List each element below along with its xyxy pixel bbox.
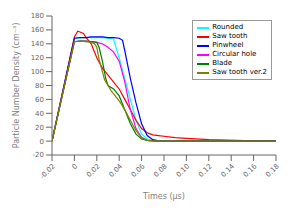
svg-text:20: 20: [35, 124, 44, 132]
svg-text:180: 180: [31, 12, 44, 20]
svg-text:0.02: 0.02: [85, 162, 102, 179]
svg-text:0.04: 0.04: [107, 162, 124, 179]
svg-text:80: 80: [35, 82, 44, 90]
svg-text:100: 100: [31, 68, 44, 76]
svg-text:120: 120: [31, 54, 44, 62]
html-text:Saw tooth: Saw tooth: [212, 32, 248, 40]
html-text:Pinwheel: Pinwheel: [212, 41, 244, 49]
svg-text:-0.02: -0.02: [38, 162, 56, 180]
svg-text:40: 40: [35, 110, 44, 118]
svg-text:Times (μs): Times (μs): [142, 192, 185, 201]
svg-text:60: 60: [35, 96, 44, 104]
svg-text:0: 0: [71, 162, 80, 171]
svg-text:0.16: 0.16: [242, 162, 259, 179]
html-text:Rounded: Rounded: [212, 23, 244, 31]
svg-text:0.08: 0.08: [152, 162, 169, 179]
svg-text:-20: -20: [33, 151, 44, 159]
svg-text:0.12: 0.12: [197, 162, 214, 179]
svg-text:0: 0: [40, 138, 44, 146]
svg-text:0.18: 0.18: [264, 162, 281, 179]
html-text:Circular hole: Circular hole: [212, 50, 257, 58]
svg-text:Particle Number Density (cm⁻³): Particle Number Density (cm⁻³): [12, 23, 21, 149]
svg-text:0.10: 0.10: [175, 162, 192, 179]
svg-text:0.14: 0.14: [219, 162, 236, 179]
svg-text:140: 140: [31, 40, 44, 48]
html-text:Saw tooth ver.2: Saw tooth ver.2: [212, 68, 267, 76]
svg-text:160: 160: [31, 26, 44, 34]
html-text:Blade: Blade: [212, 59, 232, 67]
svg-text:0.06: 0.06: [130, 162, 147, 179]
